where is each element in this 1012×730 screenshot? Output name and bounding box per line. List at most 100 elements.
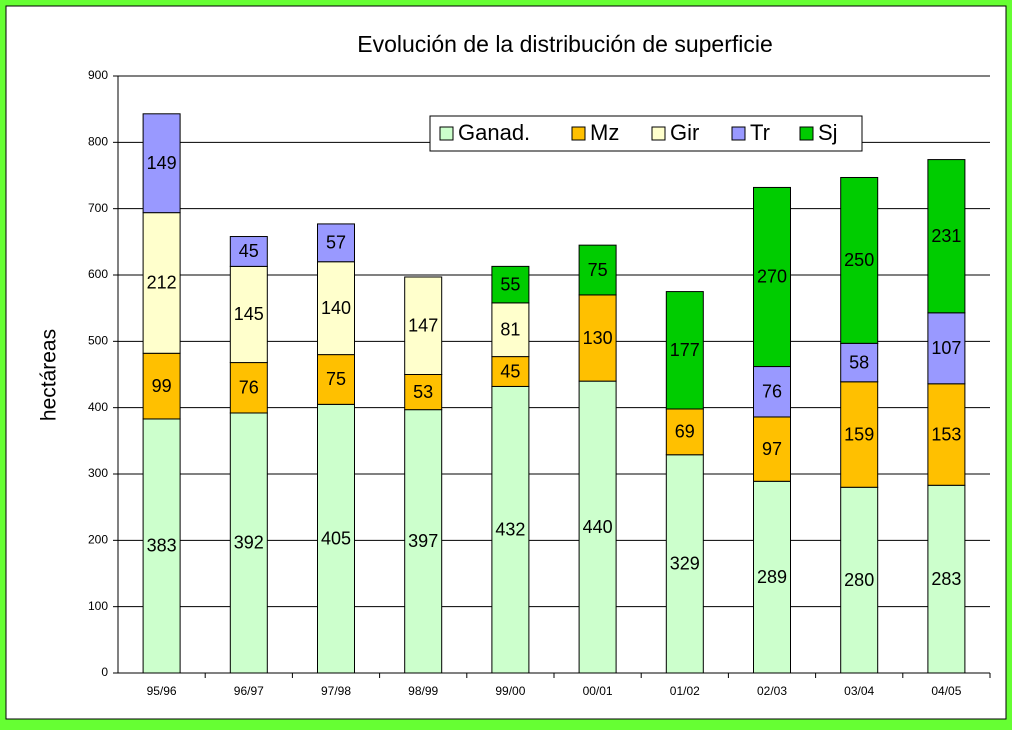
y-tick-label: 700: [88, 201, 108, 215]
data-label: 81: [500, 319, 520, 339]
legend-swatch: [651, 126, 666, 141]
bar-segment: [317, 403, 355, 674]
data-label: 383: [147, 536, 177, 556]
data-label: 280: [844, 570, 874, 590]
bar-segment: [491, 265, 530, 304]
data-label: 250: [844, 250, 874, 270]
legend-label: Sj: [818, 120, 838, 145]
bar-segment: [753, 366, 791, 418]
y-tick-label: 200: [88, 533, 108, 547]
y-tick-label: 600: [88, 267, 108, 281]
chart-title: Evolución de la distribución de superfic…: [357, 31, 773, 57]
bar-segment: [578, 244, 617, 296]
bar-segment: [840, 342, 879, 383]
data-label: 53: [413, 382, 433, 402]
y-tick-label: 300: [88, 466, 108, 480]
x-tick-label: 95/96: [147, 684, 177, 698]
bar-segment: [142, 418, 181, 674]
y-tick-label: 900: [88, 68, 108, 82]
bar-segment: [840, 176, 879, 344]
bar-segment: [229, 412, 268, 674]
data-label: 270: [757, 267, 787, 287]
data-label: 177: [670, 340, 700, 360]
bar-segment: [491, 302, 530, 358]
legend-label: Mz: [590, 120, 619, 145]
data-label: 76: [762, 381, 782, 401]
x-tick-label: 98/99: [408, 684, 438, 698]
data-label: 76: [239, 378, 259, 398]
data-label: 130: [583, 328, 613, 348]
data-label: 107: [931, 338, 961, 358]
bar-segment: [753, 480, 791, 674]
bar-segment: [578, 380, 617, 674]
bar-segment: [404, 374, 443, 411]
x-tick-label: 96/97: [234, 684, 264, 698]
x-tick-label: 03/04: [844, 684, 874, 698]
data-label: 159: [844, 424, 874, 444]
bar-segment: [404, 409, 443, 674]
data-label: 55: [500, 274, 520, 294]
data-label: 147: [408, 315, 438, 335]
y-tick-label: 500: [88, 334, 108, 348]
data-label: 45: [500, 361, 520, 381]
data-label: 212: [147, 273, 177, 293]
bar-segment: [753, 186, 791, 368]
x-tick-label: 01/02: [670, 684, 700, 698]
x-tick-label: 97/98: [321, 684, 351, 698]
bar-segment: [229, 265, 268, 364]
data-label: 231: [931, 226, 961, 246]
data-label: 153: [931, 424, 961, 444]
data-label: 58: [849, 352, 869, 372]
bar-segment: [317, 223, 355, 263]
data-label: 432: [495, 519, 525, 539]
data-label: 97: [762, 439, 782, 459]
data-label: 75: [588, 260, 608, 280]
x-tick-label: 00/01: [583, 684, 613, 698]
bar-segment: [491, 356, 530, 387]
bar-segment: [665, 291, 704, 410]
legend-swatch: [571, 126, 586, 141]
bar-segment: [142, 352, 181, 420]
x-tick-label: 02/03: [757, 684, 787, 698]
y-axis-label: hectáreas: [38, 329, 61, 421]
data-label: 405: [321, 528, 351, 548]
y-tick-label: 0: [101, 665, 108, 679]
bar-segment: [142, 113, 181, 214]
data-label: 289: [757, 567, 787, 587]
x-tick-label: 99/00: [495, 684, 525, 698]
data-label: 149: [147, 153, 177, 173]
bar-segment: [840, 486, 879, 674]
y-tick-label: 400: [88, 400, 108, 414]
bar-segment: [578, 294, 617, 382]
legend-swatch: [799, 126, 814, 141]
bar-segment: [753, 416, 791, 482]
bar-segment: [491, 385, 530, 674]
data-label: 329: [670, 554, 700, 574]
bar-segment: [665, 408, 704, 456]
data-label: 69: [675, 422, 695, 442]
legend-swatch: [439, 126, 454, 141]
data-label: 99: [152, 376, 172, 396]
x-tick-label: 04/05: [931, 684, 961, 698]
y-tick-label: 800: [88, 135, 108, 149]
legend-box: [429, 115, 863, 152]
y-tick-label: 100: [88, 599, 108, 613]
bar-segment: [317, 261, 355, 356]
legend-label: Gir: [670, 120, 699, 145]
data-label: 145: [234, 304, 264, 324]
data-label: 392: [234, 533, 264, 553]
data-label: 397: [408, 531, 438, 551]
bar-segment: [229, 362, 268, 414]
bar-segment: [927, 159, 966, 314]
legend-label: Tr: [750, 120, 770, 145]
legend-label: Ganad.: [458, 120, 530, 145]
data-label: 45: [239, 241, 259, 261]
legend-swatch: [731, 126, 746, 141]
data-label: 283: [931, 569, 961, 589]
bar-segment: [404, 276, 443, 375]
data-label: 75: [326, 369, 346, 389]
data-label: 140: [321, 298, 351, 318]
bar-segment: [840, 381, 879, 488]
bar-segment: [229, 236, 268, 267]
